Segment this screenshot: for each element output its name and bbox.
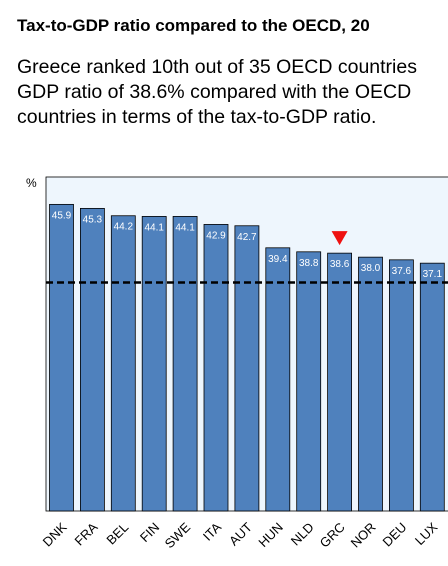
x-tick-fra: FRA [72,519,101,548]
x-tick-nld: NLD [288,520,317,549]
data-label-nld: 38.8 [299,258,319,269]
bar-nld [296,251,322,512]
data-label-fra: 45.3 [83,214,103,225]
data-label-hun: 39.4 [268,254,288,265]
bar-fin [141,216,167,512]
bar-fra [80,207,105,512]
data-label-lux: 37.1 [423,269,443,280]
y-axis-label: % [26,176,37,190]
x-tick-fin: FIN [137,520,162,545]
bars: 45.9 45.3 44.2 44.1 44.1 42.9 42.7 39.4 38.8 38.6… [49,203,445,512]
page-title: Tax-to-GDP ratio compared to the OECD, 2… [17,16,370,35]
x-tick-swe: SWE [162,519,194,551]
data-label-aut: 42.7 [237,232,257,243]
bar-bel [110,215,136,512]
data-label-deu: 37.6 [392,266,412,277]
data-label-grc: 38.6 [330,259,350,270]
data-label-dnk: 45.9 [52,210,72,221]
bar-aut [234,225,260,512]
x-tick-deu: DEU [380,520,410,550]
x-tick-grc: GRC [317,520,348,551]
x-tick-dnk: DNK [40,519,70,549]
x-tick-ita: ITA [200,519,224,543]
data-label-bel: 44.2 [114,222,134,233]
intro-line-1: Greece ranked 10th out of 35 OECD countr… [17,56,417,78]
data-label-fin: 44.1 [144,222,164,233]
data-label-ita: 42.9 [206,230,226,241]
greece-marker-icon [331,231,348,246]
x-tick-lux: LUX [412,519,441,548]
x-axis-labels: DNKFRABELFINSWEITAAUTHUNNLDGRCNORDEULUXS [40,519,441,551]
bar-ita [203,224,229,512]
intro-line-3: countries in terms of the tax-to-GDP rat… [17,106,377,128]
bar-grc [327,252,353,512]
intro-text: Greece ranked 10th out of 35 OECD countr… [17,55,448,130]
bar-dnk [49,203,74,512]
x-tick-aut: AUT [226,519,255,548]
intro-line-2: GDP ratio of 38.6% compared with the OEC… [17,81,412,103]
bar-deu [388,259,414,512]
bar-lux [419,262,445,512]
x-tick-bel: BEL [103,520,131,548]
data-label-swe: 44.1 [175,222,195,233]
bar-swe [172,216,198,512]
bar-nor [358,256,383,512]
x-tick-nor: NOR [348,520,379,551]
data-label-nor: 38.0 [361,263,381,274]
bar-hun [265,247,291,512]
x-tick-hun: HUN [255,520,286,551]
